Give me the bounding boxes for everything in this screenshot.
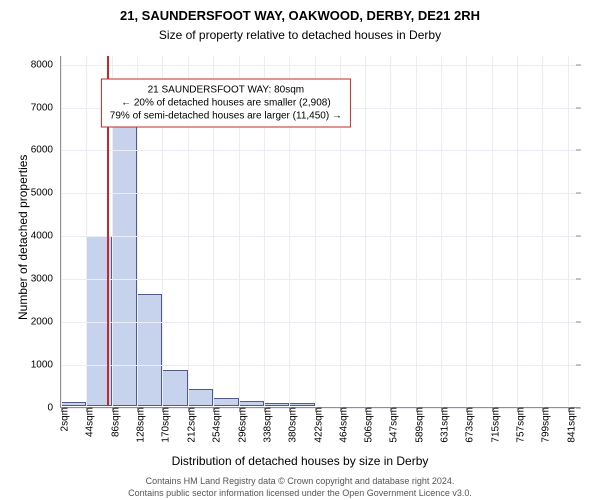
x-axis-label: Distribution of detached houses by size … (0, 454, 600, 468)
x-tick-label: 212sqm (184, 407, 197, 443)
gridline-h (61, 279, 580, 280)
gridline-v (365, 56, 366, 406)
y-tick-label: 8000 (31, 59, 61, 70)
y-tick-mark (576, 193, 581, 194)
histogram-bar (239, 401, 264, 406)
y-tick-mark (576, 64, 581, 65)
y-tick-label: 4000 (31, 231, 61, 242)
gridline-v (517, 56, 518, 406)
x-tick-label: 715sqm (488, 407, 501, 443)
x-tick-label: 506sqm (362, 407, 375, 443)
gridline-v (390, 56, 391, 406)
plot-area: 0100020003000400050006000700080002sqm44s… (60, 56, 580, 408)
annotation-line3: 79% of semi-detached houses are larger (… (110, 110, 342, 123)
y-tick-label: 3000 (31, 274, 61, 285)
gridline-h (61, 65, 580, 66)
y-tick-mark (576, 150, 581, 151)
histogram-bar (213, 398, 238, 406)
footer-line-1: Contains HM Land Registry data © Crown c… (0, 476, 600, 486)
footer-line-2: Contains public sector information licen… (0, 488, 600, 498)
y-tick-mark (576, 107, 581, 108)
histogram-bar (162, 370, 187, 406)
gridline-v (86, 56, 87, 406)
gridline-v (492, 56, 493, 406)
histogram-bar (61, 402, 86, 406)
gridline-v (441, 56, 442, 406)
y-tick-label: 2000 (31, 317, 61, 328)
gridline-h (61, 193, 580, 194)
x-tick-label: 799sqm (539, 407, 552, 443)
chart-subtitle: Size of property relative to detached ho… (0, 28, 600, 42)
chart-container: 21, SAUNDERSFOOT WAY, OAKWOOD, DERBY, DE… (0, 0, 600, 500)
y-tick-mark (576, 365, 581, 366)
gridline-v (466, 56, 467, 406)
x-tick-label: 589sqm (412, 407, 425, 443)
gridline-v (61, 56, 62, 406)
histogram-bar (289, 403, 314, 406)
x-tick-label: 380sqm (286, 407, 299, 443)
x-tick-label: 254sqm (210, 407, 223, 443)
x-tick-label: 673sqm (463, 407, 476, 443)
x-tick-label: 422sqm (311, 407, 324, 443)
x-tick-label: 296sqm (235, 407, 248, 443)
gridline-h (61, 236, 580, 237)
x-tick-label: 547sqm (387, 407, 400, 443)
x-tick-label: 2sqm (58, 407, 71, 431)
annotation-line2: ← 20% of detached houses are smaller (2,… (110, 97, 342, 110)
y-tick-label: 5000 (31, 188, 61, 199)
gridline-h (61, 322, 580, 323)
x-tick-label: 128sqm (134, 407, 147, 443)
x-tick-label: 757sqm (513, 407, 526, 443)
gridline-v (542, 56, 543, 406)
histogram-bar (137, 294, 162, 406)
gridline-v (416, 56, 417, 406)
y-tick-mark (576, 322, 581, 323)
x-tick-label: 86sqm (108, 407, 121, 437)
x-tick-label: 464sqm (337, 407, 350, 443)
y-tick-label: 7000 (31, 102, 61, 113)
x-tick-label: 338sqm (260, 407, 273, 443)
y-tick-label: 1000 (31, 360, 61, 371)
x-tick-label: 841sqm (564, 407, 577, 443)
y-tick-mark (576, 236, 581, 237)
histogram-bar (188, 389, 213, 406)
annotation-box: 21 SAUNDERSFOOT WAY: 80sqm← 20% of detac… (101, 79, 351, 128)
gridline-h (61, 150, 580, 151)
gridline-h (61, 365, 580, 366)
gridline-v (568, 56, 569, 406)
x-tick-label: 44sqm (83, 407, 96, 437)
annotation-line1: 21 SAUNDERSFOOT WAY: 80sqm (110, 84, 342, 97)
chart-title: 21, SAUNDERSFOOT WAY, OAKWOOD, DERBY, DE… (0, 8, 600, 23)
y-axis-label: Number of detached properties (16, 155, 30, 320)
y-tick-label: 6000 (31, 145, 61, 156)
histogram-bar (112, 116, 137, 406)
y-tick-mark (576, 279, 581, 280)
histogram-bar (264, 403, 289, 406)
x-tick-label: 631sqm (437, 407, 450, 443)
x-tick-label: 170sqm (159, 407, 172, 443)
